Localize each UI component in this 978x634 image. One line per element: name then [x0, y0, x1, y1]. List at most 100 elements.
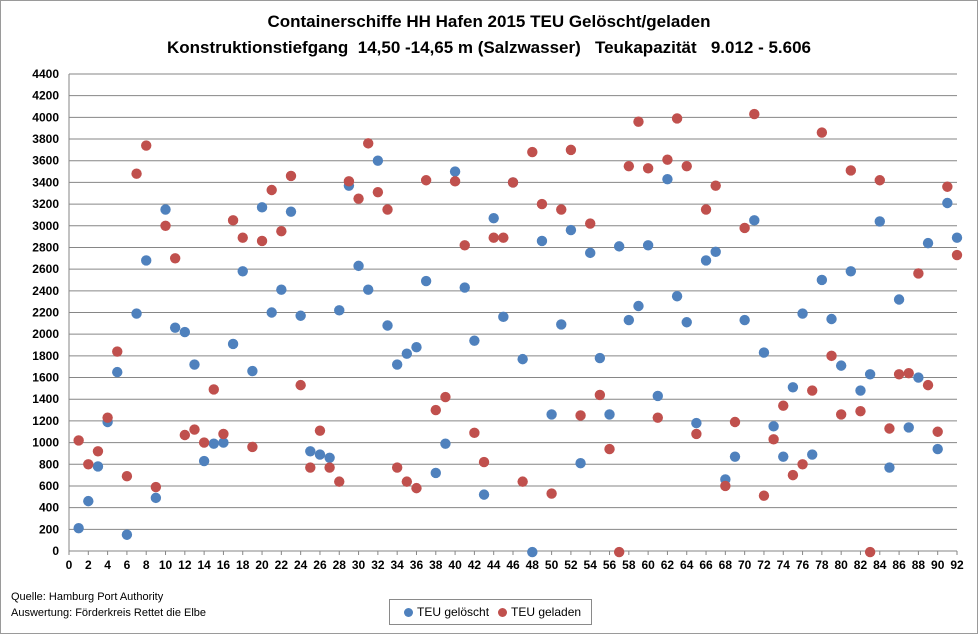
x-tick-label: 10	[159, 558, 173, 572]
point-geloescht	[835, 360, 847, 371]
point-geladen	[556, 204, 567, 215]
y-tick-label: 2400	[32, 284, 59, 298]
point-geloescht	[478, 489, 490, 500]
point-geladen	[758, 490, 770, 501]
point-geladen	[536, 198, 548, 210]
point-geloescht	[266, 307, 277, 318]
point-geladen	[488, 232, 499, 243]
point-geladen	[507, 177, 519, 188]
y-tick-label: 1000	[32, 436, 59, 450]
point-geladen	[575, 410, 586, 421]
point-geloescht	[951, 232, 963, 243]
y-tick-label: 2000	[32, 327, 59, 341]
x-tick-label: 54	[584, 558, 598, 572]
point-geloescht	[556, 319, 567, 330]
point-geloescht	[150, 492, 162, 504]
point-geladen	[845, 165, 857, 176]
point-geladen	[343, 176, 355, 187]
x-tick-label: 26	[313, 558, 327, 572]
point-geladen	[652, 412, 663, 423]
x-tick-label: 30	[352, 558, 366, 572]
point-geloescht	[864, 369, 876, 380]
point-geladen	[141, 140, 152, 151]
point-geloescht	[922, 237, 934, 249]
point-geloescht	[517, 353, 528, 365]
y-tick-label: 3600	[32, 154, 59, 168]
x-tick-label: 4	[104, 558, 111, 572]
point-geladen	[565, 144, 577, 156]
point-geladen	[749, 108, 760, 120]
point-geloescht	[536, 235, 548, 247]
point-geloescht	[247, 365, 258, 377]
point-geloescht	[469, 335, 480, 346]
point-geladen	[198, 437, 210, 448]
point-geladen	[227, 215, 239, 226]
point-geloescht	[826, 313, 837, 325]
point-geladen	[73, 435, 84, 446]
point-geloescht	[855, 385, 866, 396]
point-geloescht	[459, 282, 470, 293]
point-geloescht	[189, 359, 200, 370]
point-geladen	[874, 175, 885, 186]
point-geladen	[420, 175, 432, 186]
point-geladen	[864, 546, 876, 558]
point-geladen	[324, 462, 335, 473]
point-geladen	[816, 127, 828, 138]
point-geloescht	[768, 421, 779, 432]
point-geladen	[189, 424, 200, 435]
x-tick-label: 44	[487, 558, 501, 572]
legend-label-geladen: TEU geladen	[511, 605, 582, 619]
point-geladen	[237, 232, 248, 243]
point-geloescht	[208, 438, 219, 449]
point-geloescht	[884, 462, 895, 473]
y-tick-label: 1400	[32, 392, 59, 406]
point-geloescht	[662, 173, 673, 185]
x-tick-label: 66	[699, 558, 713, 572]
point-geloescht	[382, 320, 393, 331]
x-tick-label: 52	[564, 558, 578, 572]
point-geloescht	[671, 291, 683, 302]
point-geladen	[169, 253, 181, 264]
point-geloescht	[430, 467, 441, 479]
point-geladen	[903, 368, 914, 379]
y-tick-label: 3200	[32, 197, 59, 211]
y-tick-label: 400	[39, 501, 59, 515]
point-geloescht	[141, 255, 152, 266]
point-geladen	[160, 220, 171, 231]
x-tick-label: 24	[294, 558, 308, 572]
point-geladen	[681, 160, 692, 172]
point-geloescht	[623, 314, 635, 326]
point-geladen	[739, 222, 750, 234]
point-geloescht	[295, 310, 306, 321]
point-geladen	[700, 204, 712, 215]
point-geloescht	[449, 166, 461, 177]
point-geloescht	[112, 366, 123, 378]
point-geloescht	[681, 317, 692, 328]
point-geloescht	[227, 338, 239, 350]
point-geloescht	[498, 311, 509, 323]
x-tick-label: 84	[873, 558, 887, 572]
x-tick-label: 18	[236, 558, 250, 572]
x-tick-label: 86	[892, 558, 906, 572]
point-geladen	[778, 400, 789, 411]
x-tick-label: 78	[815, 558, 829, 572]
x-tick-label: 8	[143, 558, 150, 572]
point-geloescht	[160, 204, 171, 215]
x-tick-label: 40	[448, 558, 462, 572]
analysis-note: Auswertung: Förderkreis Rettet die Elbe	[11, 607, 207, 619]
point-geloescht	[527, 546, 538, 558]
point-geladen	[633, 116, 644, 127]
point-geloescht	[565, 224, 577, 236]
point-geladen	[295, 379, 306, 391]
point-geladen	[382, 204, 393, 215]
point-geloescht	[411, 341, 422, 353]
point-geladen	[517, 476, 528, 487]
x-tick-label: 82	[854, 558, 868, 572]
point-geladen	[179, 429, 191, 441]
point-geloescht	[807, 449, 818, 460]
x-tick-label: 70	[738, 558, 752, 572]
chart-title: Containerschiffe HH Hafen 2015 TEU Gelös…	[267, 12, 711, 31]
x-tick-label: 14	[197, 558, 211, 572]
point-geladen	[353, 193, 364, 204]
